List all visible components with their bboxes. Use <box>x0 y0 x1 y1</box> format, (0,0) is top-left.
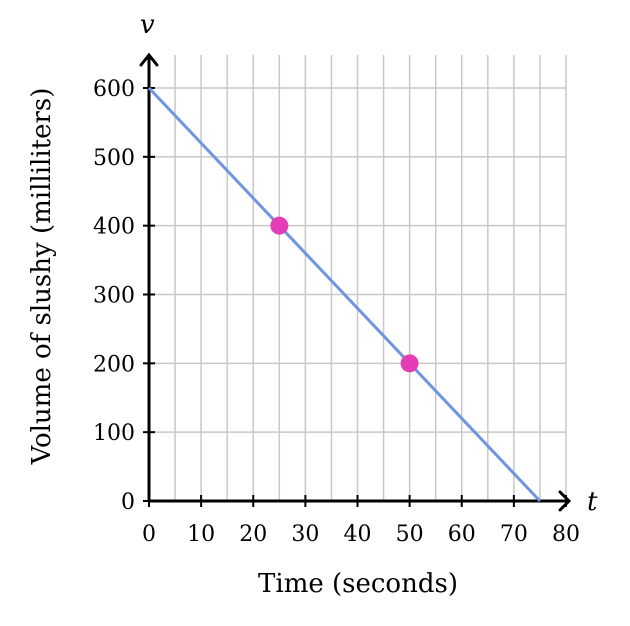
x-tick-label: 60 <box>448 522 476 547</box>
data-point <box>400 354 419 373</box>
y-tick-label: 400 <box>93 215 135 240</box>
x-axis-arrow <box>558 490 572 512</box>
y-axis-variable: v <box>140 10 155 40</box>
x-axis-variable: t <box>587 487 598 517</box>
y-tick-label: 300 <box>93 284 135 309</box>
y-axis-title: Volume of slushy (milliliters) <box>27 88 57 466</box>
x-tick-label: 40 <box>344 522 372 547</box>
y-tick-label: 100 <box>93 421 135 446</box>
y-tick-label: 500 <box>93 146 135 171</box>
y-tick-label: 600 <box>93 77 135 102</box>
tick-labels: 0 10 20 30 40 50 60 70 80 0 100 200 300 400 500 600 <box>93 77 580 547</box>
x-tick-label: 70 <box>500 522 528 547</box>
data-point <box>270 216 289 235</box>
x-tick-label: 50 <box>396 522 424 547</box>
y-axis-arrow <box>139 52 159 67</box>
x-tick-label: 30 <box>291 522 319 547</box>
y-tick-label: 0 <box>121 490 135 515</box>
series-line <box>147 86 542 503</box>
series <box>147 86 542 503</box>
x-tick-label: 80 <box>552 522 580 547</box>
axes <box>139 52 572 512</box>
x-tick-label: 20 <box>239 522 267 547</box>
x-axis-title: Time (seconds) <box>258 569 458 599</box>
x-tick-label: 10 <box>187 522 215 547</box>
points <box>270 216 419 373</box>
x-tick-label: 0 <box>142 522 156 547</box>
y-tick-label: 200 <box>93 352 135 377</box>
grid <box>149 55 567 501</box>
